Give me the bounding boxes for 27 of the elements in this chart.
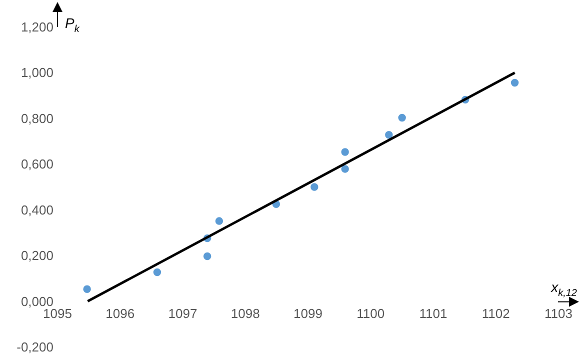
point — [153, 268, 162, 276]
point — [385, 131, 393, 139]
y-tick-label: -0,200 — [16, 340, 54, 354]
y-tick-label: 1,000 — [20, 65, 54, 80]
y-tick-label: 0,200 — [20, 248, 54, 264]
y-tick-label: 0,600 — [20, 156, 54, 172]
y-tick-label: 0,400 — [20, 202, 54, 218]
x-tick-label: 1102 — [482, 306, 510, 321]
x-tick-label: 1096 — [106, 306, 135, 321]
x-tick-label: 1100 — [356, 306, 385, 321]
x-tick-label: 1103 — [544, 306, 572, 321]
point — [215, 217, 224, 225]
point — [510, 78, 519, 87]
x-tick-label: 1099 — [294, 306, 322, 321]
point — [83, 285, 91, 294]
point — [310, 183, 318, 191]
y-tick-label: 1,200 — [20, 20, 54, 34]
point — [398, 114, 406, 122]
y-tick-label: 0,800 — [20, 110, 54, 126]
point — [341, 165, 349, 173]
x-tick-label: 1101 — [419, 306, 448, 321]
point — [203, 252, 212, 260]
x-tick-label: 1097 — [168, 306, 198, 321]
y-axis-title: P$_{k}$ — [65, 15, 80, 35]
point — [341, 148, 349, 156]
x-axis-title: x$_{k,12}$ — [551, 279, 577, 300]
x-tick-label: 1098 — [230, 306, 260, 321]
